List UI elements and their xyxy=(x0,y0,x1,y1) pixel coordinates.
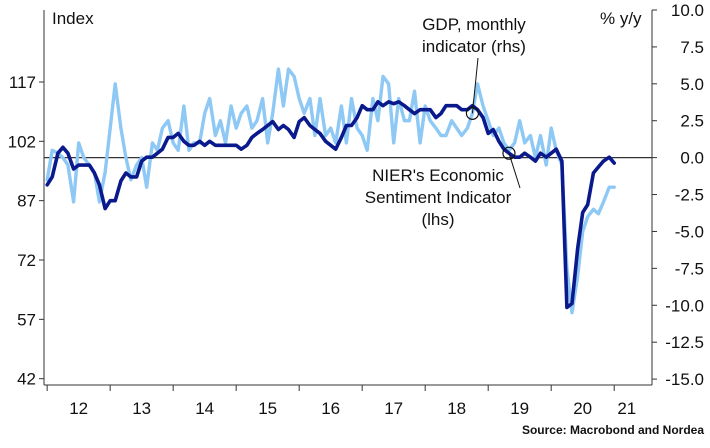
annotation-marker xyxy=(502,146,516,160)
left-tick-labels: 117 102 87 72 57 42 xyxy=(8,73,44,389)
right-tick-label: 0.0 xyxy=(680,149,704,168)
left-tick-label: 57 xyxy=(17,310,36,329)
right-tick-label: 10.0 xyxy=(671,1,704,20)
annotation-text: NIER's Economic Sentiment Indicator (lhs) xyxy=(365,166,512,229)
x-tick-label: 14 xyxy=(195,399,214,418)
left-tick-label: 87 xyxy=(17,192,36,211)
annotation-line: GDP, monthly xyxy=(422,15,526,34)
right-tick-label: 5.0 xyxy=(680,75,704,94)
x-tick-label: 19 xyxy=(510,399,529,418)
annotation-text: GDP, monthly indicator (rhs) xyxy=(422,15,526,56)
annotation-line: Sentiment Indicator xyxy=(365,188,512,207)
x-tick-labels: 12 13 14 15 16 17 18 19 20 21 xyxy=(46,385,636,418)
right-tick-label: 2.5 xyxy=(680,112,704,131)
x-tick-label: 12 xyxy=(69,399,88,418)
x-tick-label: 18 xyxy=(447,399,466,418)
left-tick-label: 117 xyxy=(9,73,36,92)
x-tick-label: 17 xyxy=(384,399,403,418)
right-tick-label: 7.5 xyxy=(680,38,704,57)
left-axis-label: Index xyxy=(52,9,94,28)
series-esi-line xyxy=(45,100,616,310)
x-tick-label: 15 xyxy=(258,399,277,418)
annotation-marker xyxy=(465,106,480,120)
x-tick-label: 16 xyxy=(321,399,340,418)
right-tick-labels: 10.0 7.5 5.0 2.5 0.0 -2.5 -5.0 -7.5 -10.0 -12.5 -1… xyxy=(652,1,704,389)
annotation-line: NIER's Economic xyxy=(372,166,504,185)
right-tick-label: -10.0 xyxy=(665,296,704,315)
annotation-line: indicator (rhs) xyxy=(422,37,526,56)
x-tick-label: 21 xyxy=(617,399,636,418)
series-gdp-line xyxy=(45,67,616,315)
annotation-line: (lhs) xyxy=(421,210,454,229)
annotations: GDP, monthly indicator (rhs) NIER's Econom… xyxy=(365,15,527,229)
left-tick-label: 102 xyxy=(8,132,36,151)
right-axis-label: % y/y xyxy=(600,9,642,28)
right-tick-label: -2.5 xyxy=(675,186,704,205)
right-tick-label: -12.5 xyxy=(665,333,704,352)
right-tick-label: -5.0 xyxy=(675,222,704,241)
x-tick-label: 20 xyxy=(573,399,592,418)
source-note: Source: Macrobond and Nordea xyxy=(522,423,704,437)
right-tick-label: -7.5 xyxy=(675,259,704,278)
x-tick-label: 13 xyxy=(132,399,151,418)
left-tick-label: 72 xyxy=(17,251,36,270)
right-tick-label: -15.0 xyxy=(665,370,704,389)
annotation-leader xyxy=(471,57,479,114)
left-tick-label: 42 xyxy=(17,370,36,389)
